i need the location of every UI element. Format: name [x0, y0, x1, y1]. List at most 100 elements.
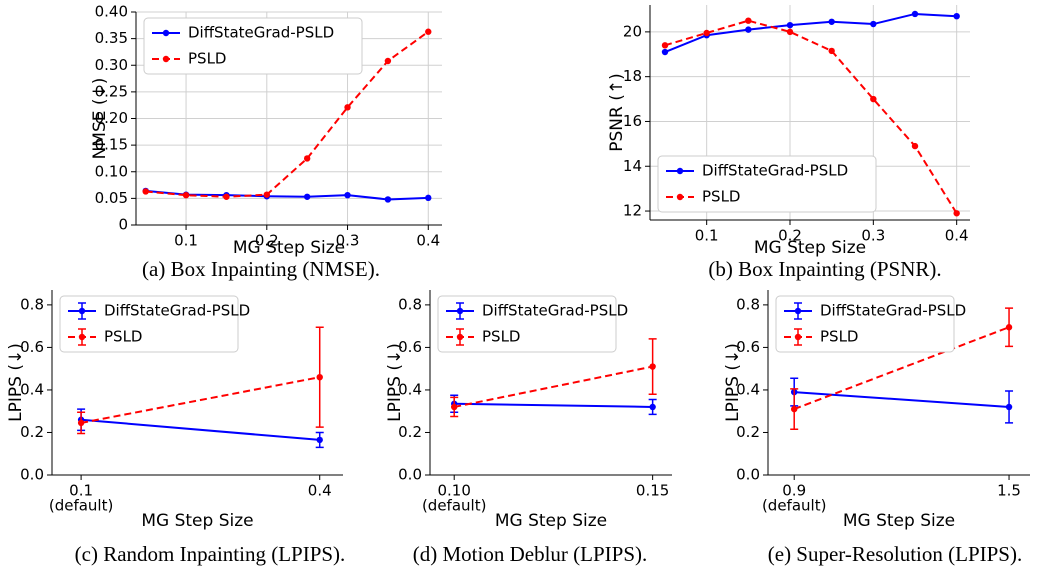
y-tick-label: 20 [623, 22, 642, 40]
caption: (b) Box Inpainting (PSNR). [708, 257, 941, 281]
marker [182, 191, 190, 199]
x-tick-label: 1.5 [997, 482, 1021, 500]
legend-box [437, 295, 617, 353]
y-tick-label: 0.15 [95, 136, 128, 154]
x-tick-label: 0.4 [416, 232, 440, 250]
marker [344, 191, 351, 199]
marker [1005, 324, 1013, 331]
y-tick-label: 0.4 [736, 380, 760, 398]
y-tick-label: 12 [623, 202, 642, 220]
x-tick-label: 0.1 [174, 232, 198, 250]
x-tick-label: 0.3 [861, 227, 885, 245]
y-tick-label: 0.4 [398, 380, 422, 398]
legend-label: DiffStateGrad-PSLD [188, 24, 334, 42]
marker [263, 191, 270, 198]
marker [142, 188, 149, 195]
y-axis-title: LPIPS (↓) [385, 343, 405, 422]
marker [870, 20, 877, 28]
legend-marker [162, 55, 170, 63]
x-axis-title: MG Step Size [141, 511, 253, 531]
legend-marker [162, 29, 170, 37]
x-axis-title: MG Step Size [843, 511, 955, 531]
y-tick-label: 16 [623, 112, 642, 130]
marker [1005, 403, 1013, 411]
legend-error [78, 302, 86, 320]
series-line [793, 326, 1010, 411]
y-tick-label: 0.8 [736, 295, 760, 313]
legend-label: PSLD [188, 50, 226, 68]
x-tick-label: 0.4 [945, 227, 969, 245]
legend-box [657, 155, 877, 213]
y-tick-label: 0 [118, 216, 128, 234]
marker [384, 57, 392, 65]
legend-error [794, 328, 802, 346]
y-tick-label: 0.0 [20, 466, 44, 484]
legend-label: PSLD [820, 328, 858, 346]
caption: (c) Random Inpainting (LPIPS). [75, 542, 346, 566]
y-tick-label: 0.0 [398, 466, 422, 484]
marker [384, 196, 392, 203]
default-note: (default) [762, 497, 826, 515]
marker [425, 28, 432, 35]
marker [344, 104, 351, 111]
marker [828, 47, 835, 55]
y-axis-title: LPIPS (↓) [6, 343, 26, 422]
marker [870, 95, 877, 103]
y-tick-label: 0.6 [20, 338, 44, 356]
series-line [664, 19, 958, 214]
series-line [454, 402, 653, 408]
x-tick-label: 0.1 [69, 482, 93, 500]
legend-error [78, 328, 86, 346]
marker [953, 12, 960, 20]
marker [791, 405, 798, 413]
marker [745, 17, 752, 24]
legend-label: PSLD [104, 328, 142, 346]
y-tick-label: 0.6 [398, 338, 422, 356]
legend-label: DiffStateGrad-PSLD [820, 302, 966, 320]
x-tick-label: 0.10 [437, 482, 470, 500]
marker [786, 28, 794, 36]
series-line [80, 376, 320, 424]
y-axis-title: NMSE (↓) [90, 78, 110, 160]
legend-label: DiffStateGrad-PSLD [104, 302, 250, 320]
y-tick-label: 0.0 [736, 466, 760, 484]
x-axis-title: MG Step Size [754, 238, 866, 258]
marker [911, 142, 919, 150]
legend-label: DiffStateGrad-PSLD [482, 302, 628, 320]
marker [745, 26, 752, 33]
x-tick-label: 0.4 [308, 482, 332, 500]
series-line [454, 365, 653, 408]
legend-marker [676, 193, 684, 201]
marker [77, 419, 85, 427]
x-axis-title: MG Step Size [233, 238, 345, 258]
marker [649, 403, 656, 411]
y-tick-label: 0.2 [398, 423, 422, 441]
y-tick-label: 0.40 [95, 3, 128, 21]
y-tick-label: 18 [623, 67, 642, 85]
x-tick-label: 0.15 [636, 482, 669, 500]
y-tick-label: 0.25 [95, 82, 128, 100]
marker [953, 210, 960, 217]
y-tick-label: 14 [623, 157, 642, 175]
legend-error [456, 302, 464, 320]
y-tick-label: 0.8 [398, 295, 422, 313]
marker [316, 373, 323, 381]
marker [316, 436, 323, 444]
marker [303, 193, 311, 200]
legend-label: PSLD [482, 328, 520, 346]
series-line [794, 391, 1010, 408]
legend-box [59, 295, 239, 353]
y-axis-title: LPIPS (↓) [723, 343, 743, 422]
x-tick-label: 0.3 [336, 232, 360, 250]
marker [786, 21, 794, 29]
y-tick-label: 0.10 [95, 162, 128, 180]
y-tick-label: 0.05 [95, 189, 128, 207]
marker [661, 42, 669, 49]
marker [223, 193, 230, 200]
series-line [81, 418, 320, 441]
default-note: (default) [422, 497, 486, 515]
x-tick-label: 0.9 [782, 482, 806, 500]
marker [451, 403, 458, 411]
x-tick-label: 0.2 [255, 232, 279, 250]
caption: (d) Motion Deblur (LPIPS). [413, 542, 648, 566]
